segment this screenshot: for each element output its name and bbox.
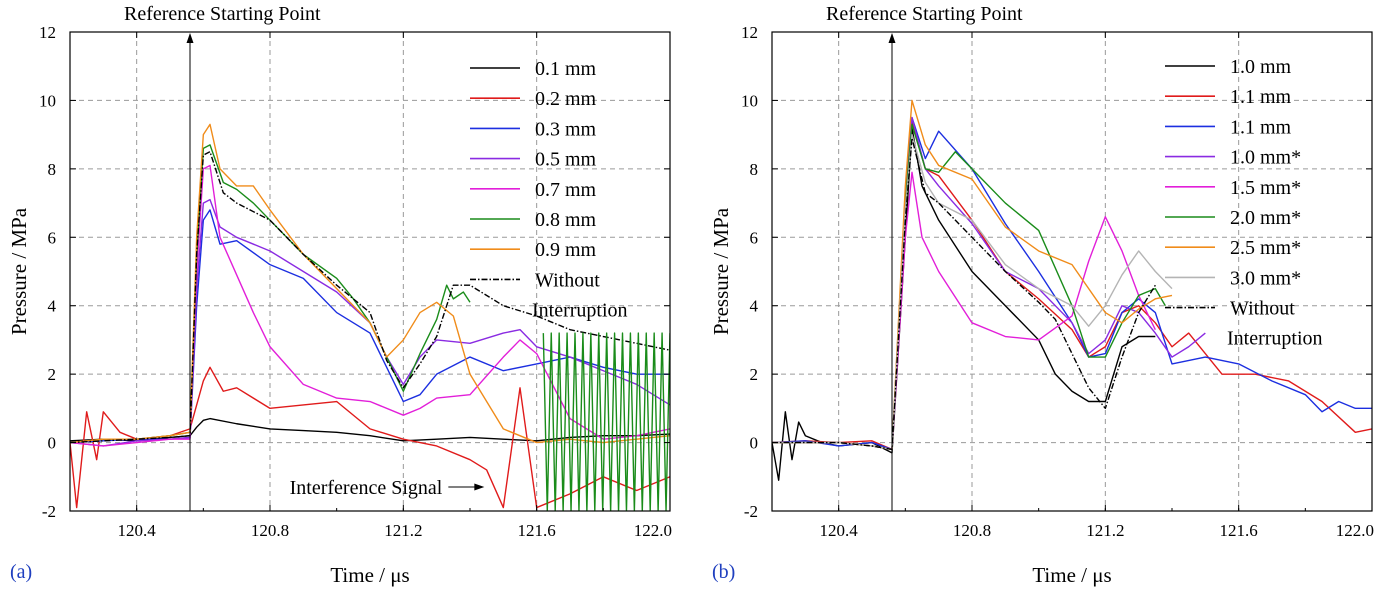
legend-label: 1.0 mm — [1230, 56, 1292, 78]
y-axis-title: Pressure / MPa — [7, 207, 31, 335]
chart-panel-a: 120.4 120.8 121.2 121.6 122.0 -2 0 2 4 6 8 10 12 Time… — [7, 3, 672, 587]
x-tick-label: 121.2 — [1086, 521, 1124, 540]
legend-label: 0.1 mm — [535, 58, 597, 80]
y-tick-label: 4 — [750, 297, 759, 316]
y-tick-label: 8 — [48, 160, 57, 179]
y-tick-label: 6 — [750, 228, 759, 247]
y-tick-label: 6 — [48, 228, 57, 247]
x-tick-label: 122.0 — [634, 521, 672, 540]
plot-frame — [69, 31, 671, 512]
x-tick-label: 121.6 — [518, 521, 556, 540]
legend-label: Without Interruption — [1227, 298, 1323, 350]
x-tick-label: 120.4 — [820, 521, 859, 540]
legend-label: 2.0 mm* — [1230, 207, 1301, 229]
chart-panel-b: 120.4 120.8 121.2 121.6 122.0 -2 0 2 4 6 8 10 12 Time… — [709, 3, 1374, 587]
y-tick-label: 10 — [741, 91, 758, 110]
x-axis-title: Time / μs — [330, 563, 409, 587]
x-axis-title: Time / μs — [1032, 563, 1111, 587]
y-tick-label: 4 — [48, 297, 57, 316]
reference-arrow-head — [888, 33, 896, 43]
x-tick-label: 121.2 — [384, 521, 422, 540]
legend: 1.0 mm 1.1 mm 1.1 mm 1.0 mm* 1.5 mm* 2.0 mm* 2… — [1165, 56, 1323, 350]
series-line-without-interruption — [70, 151, 670, 444]
x-tick-label: 120.8 — [953, 521, 991, 540]
x-tick-label: 120.8 — [251, 521, 289, 540]
y-tick-label: 0 — [750, 434, 759, 453]
series-line-unlabeled — [542, 332, 670, 511]
y-tick-label: 12 — [39, 23, 56, 42]
series-line-1-0-mm — [772, 127, 1156, 481]
series-line-1-0-mm- — [772, 116, 1206, 451]
legend-label: 1.5 mm* — [1230, 177, 1301, 199]
legend-label: 0.3 mm — [535, 118, 597, 140]
legend-label: 0.9 mm — [535, 239, 597, 261]
reference-starting-point-label: Reference Starting Point — [826, 3, 1023, 25]
interference-arrow-head — [474, 483, 485, 491]
y-tick-label: 12 — [741, 23, 758, 42]
legend-label: 0.8 mm — [535, 209, 597, 231]
series-group — [70, 123, 670, 511]
legend-label: 2.5 mm* — [1230, 237, 1301, 259]
y-tick-label: -2 — [42, 502, 56, 521]
y-tick-label: 10 — [39, 91, 56, 110]
y-tick-label: 0 — [48, 434, 57, 453]
y-tick-label: 2 — [750, 365, 759, 384]
reference-starting-point-label: Reference Starting Point — [124, 3, 321, 25]
legend-label: 3.0 mm* — [1230, 267, 1301, 289]
plot-frame — [771, 31, 1373, 512]
legend-label: 0.2 mm — [535, 88, 597, 110]
series-line-2-0-mm- — [772, 123, 1166, 451]
legend-label: 0.5 mm — [535, 149, 597, 171]
y-tick-label: 2 — [48, 365, 57, 384]
series-group — [772, 99, 1372, 481]
series-line-0-2-mm — [70, 366, 670, 509]
legend: 0.1 mm 0.2 mm 0.3 mm 0.5 mm 0.7 mm 0.8 mm 0.9 … — [470, 58, 628, 321]
y-tick-label: 8 — [750, 160, 759, 179]
panel-label: (a) — [10, 561, 32, 583]
reference-arrow-head — [186, 33, 194, 43]
series-line-without-interruption — [772, 137, 1156, 451]
y-axis-title: Pressure / MPa — [709, 207, 733, 335]
legend-label: 1.1 mm — [1230, 116, 1292, 138]
legend-label: Without Interruption — [532, 269, 628, 321]
x-tick-label: 122.0 — [1336, 521, 1374, 540]
legend-label: 1.0 mm* — [1230, 147, 1301, 169]
y-tick-label: -2 — [744, 502, 758, 521]
x-tick-label: 121.6 — [1220, 521, 1258, 540]
legend-label: 1.1 mm — [1230, 86, 1292, 108]
legend-label: 0.7 mm — [535, 179, 597, 201]
x-tick-label: 120.4 — [118, 521, 157, 540]
interference-signal-label: Interference Signal — [290, 477, 443, 499]
panel-label: (b) — [712, 561, 735, 583]
